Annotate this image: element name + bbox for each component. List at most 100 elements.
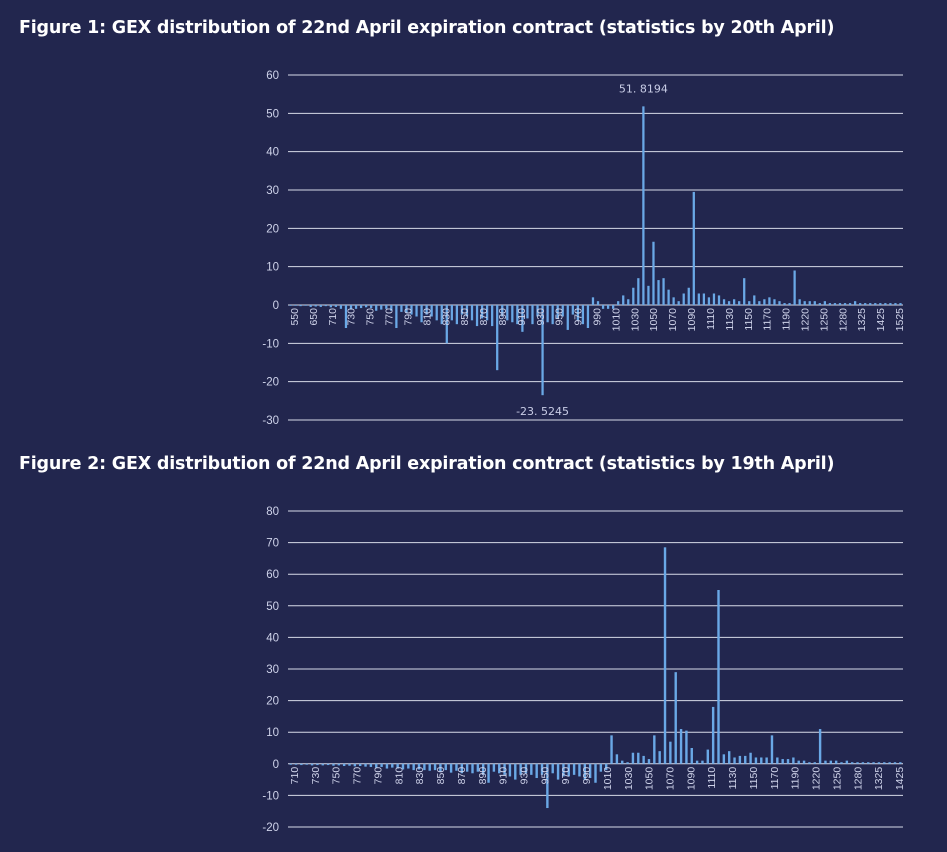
bar	[732, 299, 736, 305]
bar	[738, 755, 742, 764]
bar	[294, 305, 297, 306]
bar	[354, 305, 358, 309]
bar	[626, 762, 629, 764]
bar	[669, 741, 672, 764]
bar	[524, 763, 528, 774]
bar	[803, 301, 806, 305]
bar	[711, 706, 715, 764]
bar	[717, 295, 721, 305]
y-tick-label: 40	[266, 147, 279, 159]
bar	[850, 762, 854, 764]
bar	[591, 297, 595, 305]
bar	[586, 305, 590, 328]
x-tick-label: 990	[581, 767, 593, 785]
bar	[551, 763, 554, 774]
bar	[872, 762, 875, 764]
bar	[449, 763, 453, 773]
x-tick-label: 650	[308, 308, 320, 326]
bar	[612, 305, 615, 309]
bar	[828, 303, 832, 305]
bar	[491, 305, 494, 327]
bar	[294, 763, 298, 765]
bar	[797, 760, 800, 764]
bar	[637, 278, 640, 305]
x-tick-label: 870	[456, 767, 468, 785]
x-tick-label: 1070	[667, 308, 679, 332]
y-tick-label: 50	[266, 108, 279, 120]
bar	[556, 305, 559, 319]
bar	[802, 760, 806, 764]
bar	[420, 305, 423, 323]
bar	[690, 748, 693, 764]
bar	[658, 751, 661, 764]
bar	[337, 763, 341, 766]
bar	[642, 106, 645, 305]
bar	[879, 303, 882, 305]
bar	[455, 305, 459, 325]
x-tick-label: 850	[435, 767, 447, 785]
x-tick-label: 1010	[610, 308, 622, 332]
data-label: -23. 5245	[516, 405, 569, 418]
bar	[390, 305, 393, 311]
bar	[450, 305, 453, 321]
bar	[657, 280, 660, 305]
bar	[566, 305, 569, 330]
bar	[465, 763, 469, 772]
x-tick-label: 1280	[852, 767, 864, 791]
bar	[888, 762, 891, 764]
bar	[339, 305, 343, 309]
bar	[444, 763, 447, 771]
bar	[401, 763, 405, 770]
bar	[695, 760, 699, 764]
x-tick-label: 810	[421, 308, 433, 326]
bar	[856, 762, 859, 764]
bar	[578, 763, 581, 777]
bar	[455, 763, 458, 771]
bar	[599, 763, 603, 772]
y-tick-label: -30	[262, 415, 279, 427]
x-tick-label: 770	[384, 308, 396, 326]
x-tick-label: 830	[440, 308, 452, 326]
x-tick-label: 1170	[769, 767, 781, 790]
bar	[329, 305, 332, 308]
bar	[395, 305, 398, 328]
y-tick-label: 60	[266, 569, 279, 581]
bar	[813, 762, 816, 764]
bar	[637, 752, 640, 764]
bar	[744, 755, 747, 764]
bar	[685, 730, 688, 764]
bar	[823, 301, 826, 305]
bar	[304, 305, 307, 306]
bar	[672, 297, 675, 305]
bar	[867, 762, 870, 764]
x-tick-label: 1010	[602, 767, 614, 791]
bar	[342, 763, 346, 767]
x-tick-label: 970	[573, 308, 585, 326]
bar	[385, 305, 388, 309]
x-tick-label: 1425	[894, 767, 906, 791]
bar	[562, 763, 565, 777]
bar	[894, 303, 897, 305]
x-tick-label: 1325	[873, 767, 885, 791]
x-tick-label: 1050	[644, 767, 656, 791]
bar	[531, 305, 534, 325]
bar	[667, 289, 670, 305]
bar	[692, 191, 695, 305]
bar	[652, 241, 655, 305]
y-tick-label: 50	[266, 601, 279, 613]
x-tick-label: 1130	[727, 767, 739, 790]
bar	[786, 759, 790, 764]
bar	[606, 305, 610, 309]
x-tick-label: 1525	[894, 308, 906, 332]
x-tick-label: 710	[289, 767, 301, 785]
bar	[396, 763, 399, 769]
x-tick-label: 1425	[875, 308, 887, 332]
bar	[530, 763, 533, 775]
bar	[516, 305, 519, 325]
bar	[738, 301, 741, 305]
bar	[754, 757, 758, 764]
bar	[485, 305, 489, 321]
x-tick-label: 890	[477, 767, 489, 785]
y-tick-label: -10	[262, 790, 279, 802]
bar	[647, 285, 650, 305]
